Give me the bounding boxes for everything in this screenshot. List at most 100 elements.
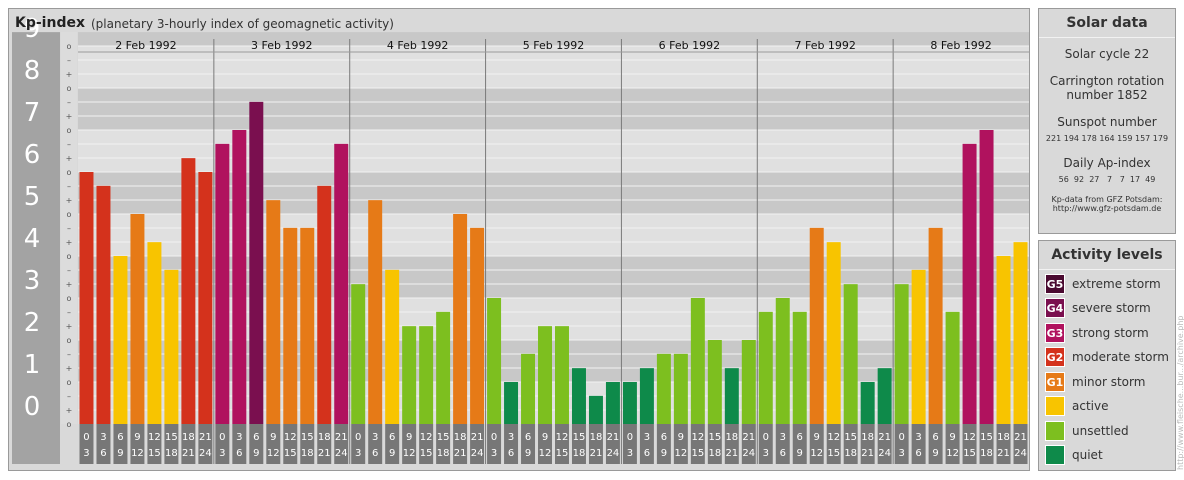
interval-box — [894, 424, 909, 464]
level-swatch — [1045, 396, 1065, 416]
interval-end-label: 12 — [674, 448, 687, 459]
interval-start-label: 6 — [797, 432, 803, 443]
activity-levels-panel: Activity levels G5 extreme storm G4 seve… — [1038, 240, 1176, 471]
y-tick-label: 1 — [24, 350, 41, 380]
interval-box — [724, 424, 739, 464]
interval-end-label: 12 — [267, 448, 280, 459]
level-quiet: quiet — [1045, 445, 1103, 465]
kp-bar — [164, 269, 179, 424]
y-axis-column — [12, 32, 60, 424]
minor-tick-label: – — [67, 140, 71, 149]
minor-tick-label: o — [67, 420, 72, 429]
interval-box — [181, 424, 196, 464]
interval-box — [741, 424, 756, 464]
kp-bar — [656, 353, 671, 424]
interval-start-label: 18 — [454, 432, 467, 443]
minor-tick-label: o — [67, 168, 72, 177]
kp-bar — [96, 185, 111, 424]
interval-box — [860, 424, 875, 464]
minor-tick-label: – — [67, 56, 71, 65]
kp-bar — [945, 311, 960, 424]
minor-tick-label: + — [66, 322, 73, 331]
level-severe-storm: G4 severe storm — [1045, 298, 1151, 318]
interval-box — [1013, 424, 1028, 464]
interval-start-label: 0 — [763, 432, 769, 443]
y-tick-label: 0 — [24, 392, 41, 422]
kp-bar — [979, 130, 994, 424]
watermark-url: http://www.fleische...bur.../archive.php — [1176, 315, 1184, 470]
interval-end-label: 9 — [797, 448, 803, 459]
kp-bar — [758, 311, 773, 424]
kp-bar — [555, 326, 569, 424]
kp-bar — [453, 214, 468, 424]
interval-start-label: 9 — [134, 432, 140, 443]
carrington-line-2: number 1852 — [1066, 88, 1148, 102]
interval-start-label: 21 — [471, 432, 484, 443]
kp-bar — [775, 298, 790, 424]
ap-values: 56 92 27 7 7 17 49 — [1058, 175, 1156, 184]
interval-start-label: 21 — [742, 432, 755, 443]
interval-box — [588, 424, 603, 464]
level-label: active — [1072, 399, 1109, 413]
y-tick-label: 9 — [24, 14, 41, 44]
interval-end-label: 15 — [691, 448, 704, 459]
level-swatch: G4 — [1045, 298, 1065, 318]
interval-start-label: 6 — [253, 432, 259, 443]
interval-box — [300, 424, 315, 464]
interval-end-label: 24 — [1014, 448, 1027, 459]
y-tick-label: 4 — [24, 224, 41, 254]
interval-start-label: 0 — [627, 432, 633, 443]
interval-start-label: 15 — [165, 432, 178, 443]
day-label: 2 Feb 1992 — [115, 39, 176, 52]
minor-tick-label: + — [66, 196, 73, 205]
levels-panel-title: Activity levels — [1039, 241, 1175, 270]
interval-box — [96, 424, 111, 464]
interval-end-label: 9 — [932, 448, 938, 459]
kp-bar — [707, 340, 722, 424]
interval-box — [555, 424, 569, 464]
interval-box — [266, 424, 281, 464]
interval-box — [928, 424, 943, 464]
interval-start-label: 0 — [219, 432, 225, 443]
interval-start-label: 9 — [406, 432, 412, 443]
level-label: moderate storm — [1072, 350, 1169, 364]
kp-bar — [639, 368, 654, 424]
y-tick-label: 2 — [24, 308, 41, 338]
kp-bar — [690, 298, 705, 424]
level-active: active — [1045, 396, 1108, 416]
kp-bar — [860, 382, 875, 424]
interval-start-label: 3 — [100, 432, 106, 443]
interval-end-label: 18 — [301, 448, 314, 459]
interval-end-label: 15 — [420, 448, 433, 459]
interval-end-label: 24 — [471, 448, 484, 459]
minor-tick-label: o — [67, 378, 72, 387]
interval-end-label: 15 — [284, 448, 297, 459]
minor-tick-label: o — [67, 84, 72, 93]
interval-end-label: 3 — [627, 448, 633, 459]
interval-start-label: 18 — [590, 432, 603, 443]
day-label: 7 Feb 1992 — [794, 39, 855, 52]
interval-box — [775, 424, 790, 464]
interval-end-label: 3 — [83, 448, 89, 459]
interval-end-label: 18 — [437, 448, 450, 459]
interval-end-label: 6 — [372, 448, 378, 459]
interval-end-label: 21 — [590, 448, 603, 459]
minor-tick-label: – — [67, 182, 71, 191]
interval-start-label: 6 — [389, 432, 395, 443]
interval-box — [809, 424, 824, 464]
interval-start-label: 9 — [949, 432, 955, 443]
minor-tick-label: + — [66, 406, 73, 415]
level-label: unsettled — [1072, 424, 1129, 438]
interval-start-label: 3 — [644, 432, 650, 443]
kp-bar — [266, 200, 281, 424]
interval-start-label: 12 — [148, 432, 161, 443]
kp-bar — [215, 143, 230, 425]
interval-start-label: 12 — [284, 432, 297, 443]
kp-bar — [249, 101, 264, 425]
level-swatch — [1045, 421, 1065, 441]
level-swatch — [1045, 445, 1065, 465]
interval-box — [877, 424, 892, 464]
interval-start-label: 21 — [878, 432, 891, 443]
interval-box — [826, 424, 841, 464]
